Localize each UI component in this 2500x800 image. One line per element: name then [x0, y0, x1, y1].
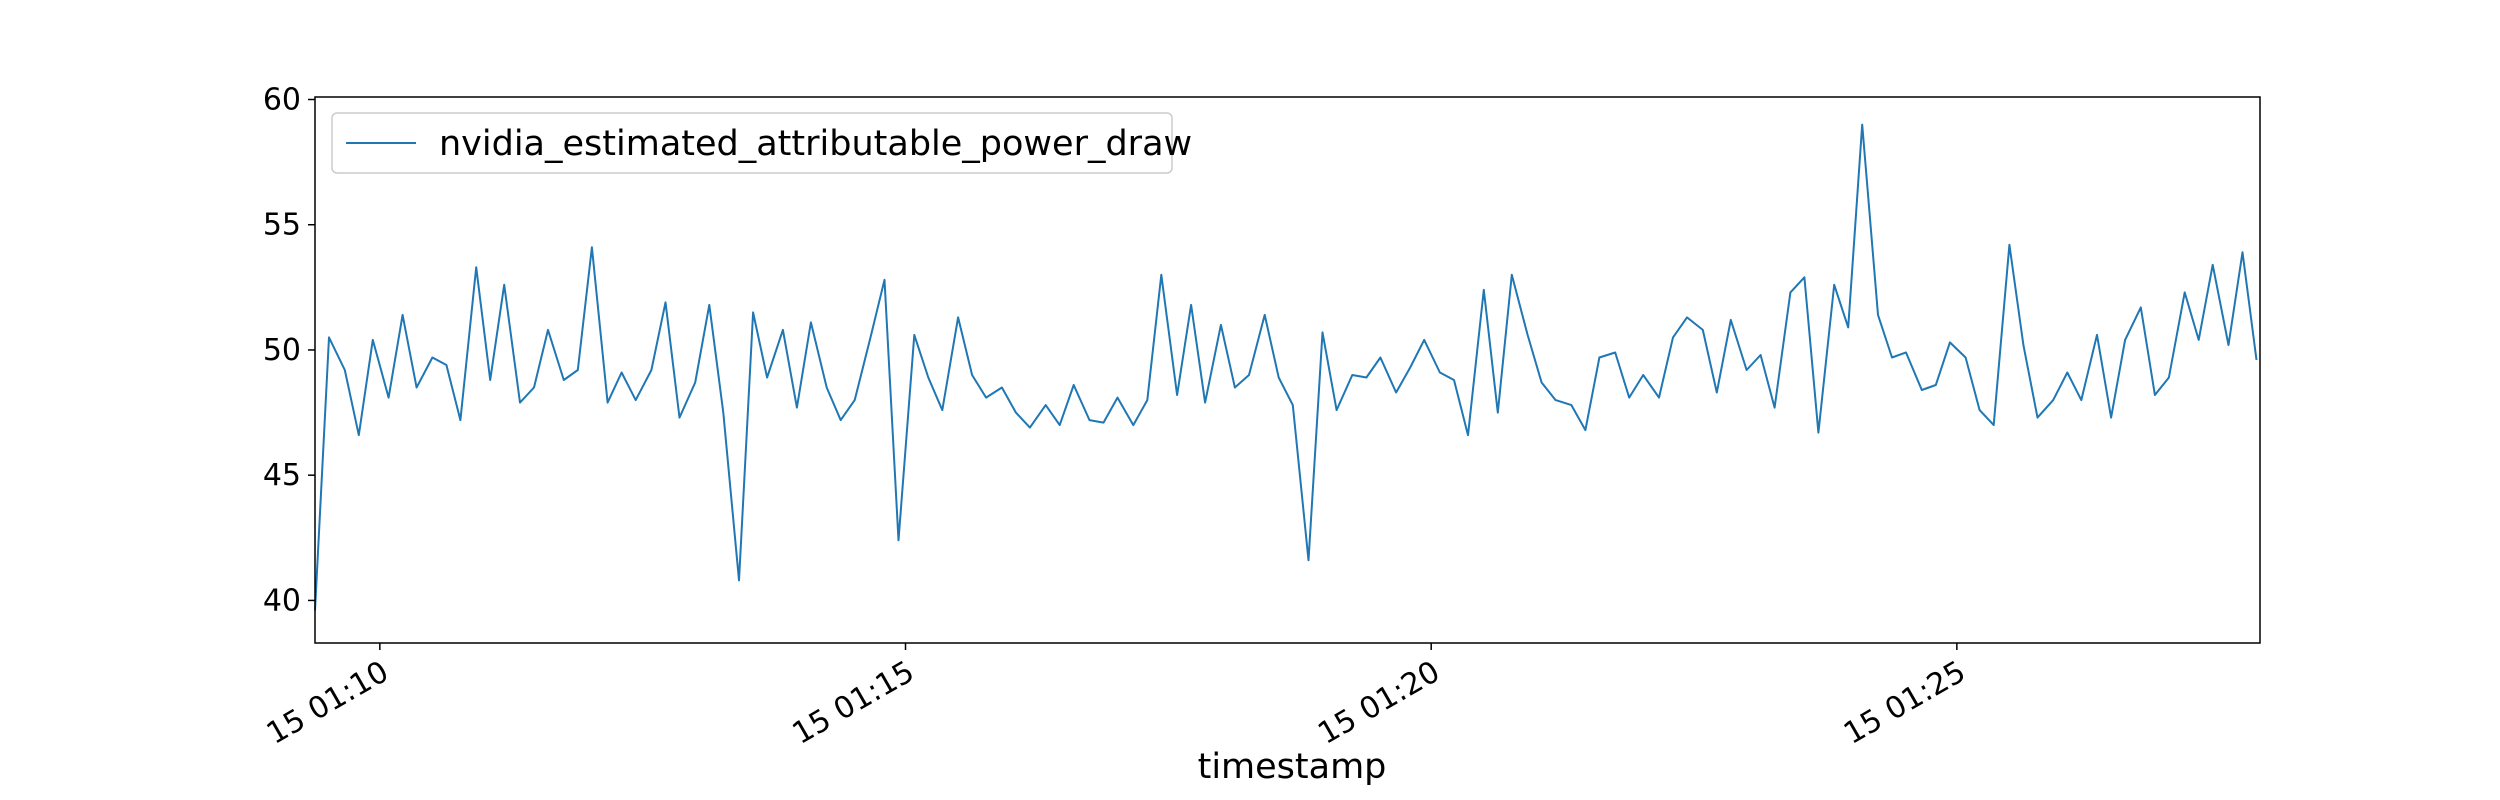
legend-label: nvidia_estimated_attributable_power_draw: [439, 124, 1192, 164]
legend: nvidia_estimated_attributable_power_draw: [331, 112, 1192, 174]
x-tick-label: 15 01:20: [1312, 654, 1446, 751]
x-tick-label: 15 01:10: [261, 654, 395, 751]
plot-frame: [314, 96, 2261, 644]
y-tick-label: 55: [263, 208, 301, 243]
x-tick-label: 15 01:15: [787, 654, 921, 751]
x-tick-label: 15 01:25: [1838, 654, 1972, 751]
y-tick-label: 40: [263, 583, 301, 618]
y-tick-label: 50: [263, 333, 301, 368]
legend-box: [331, 112, 1173, 174]
x-axis: 15 01:10 15 01:15 15 01:20 15 01:25: [261, 643, 1972, 752]
y-tick-label: 45: [263, 458, 301, 493]
y-axis: 40 45 50 55 60: [263, 83, 315, 618]
y-tick-label: 60: [263, 83, 301, 118]
plot-area: [314, 96, 2261, 644]
series-line-0: [314, 123, 2258, 611]
x-axis-label: timestamp: [1198, 747, 1387, 787]
